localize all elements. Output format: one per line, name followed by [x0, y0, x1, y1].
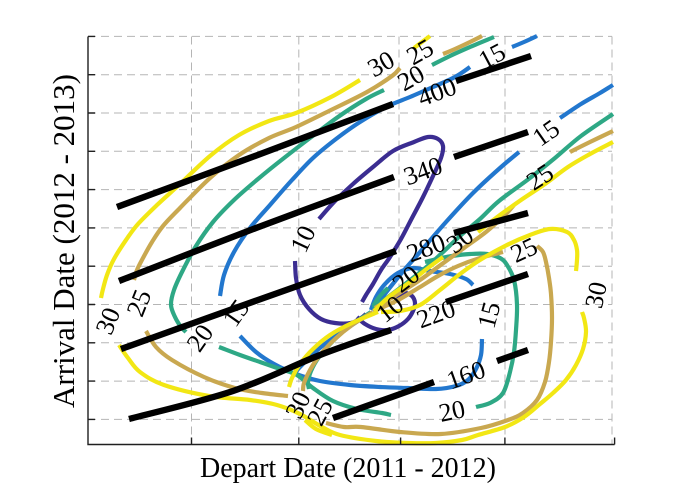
svg-text:Depart Date (2011 - 2012): Depart Date (2011 - 2012)	[200, 453, 496, 484]
svg-text:Arrival Date (2012 - 2013): Arrival Date (2012 - 2013)	[46, 74, 81, 408]
svg-text:20: 20	[436, 394, 467, 428]
svg-text:30: 30	[579, 279, 613, 310]
